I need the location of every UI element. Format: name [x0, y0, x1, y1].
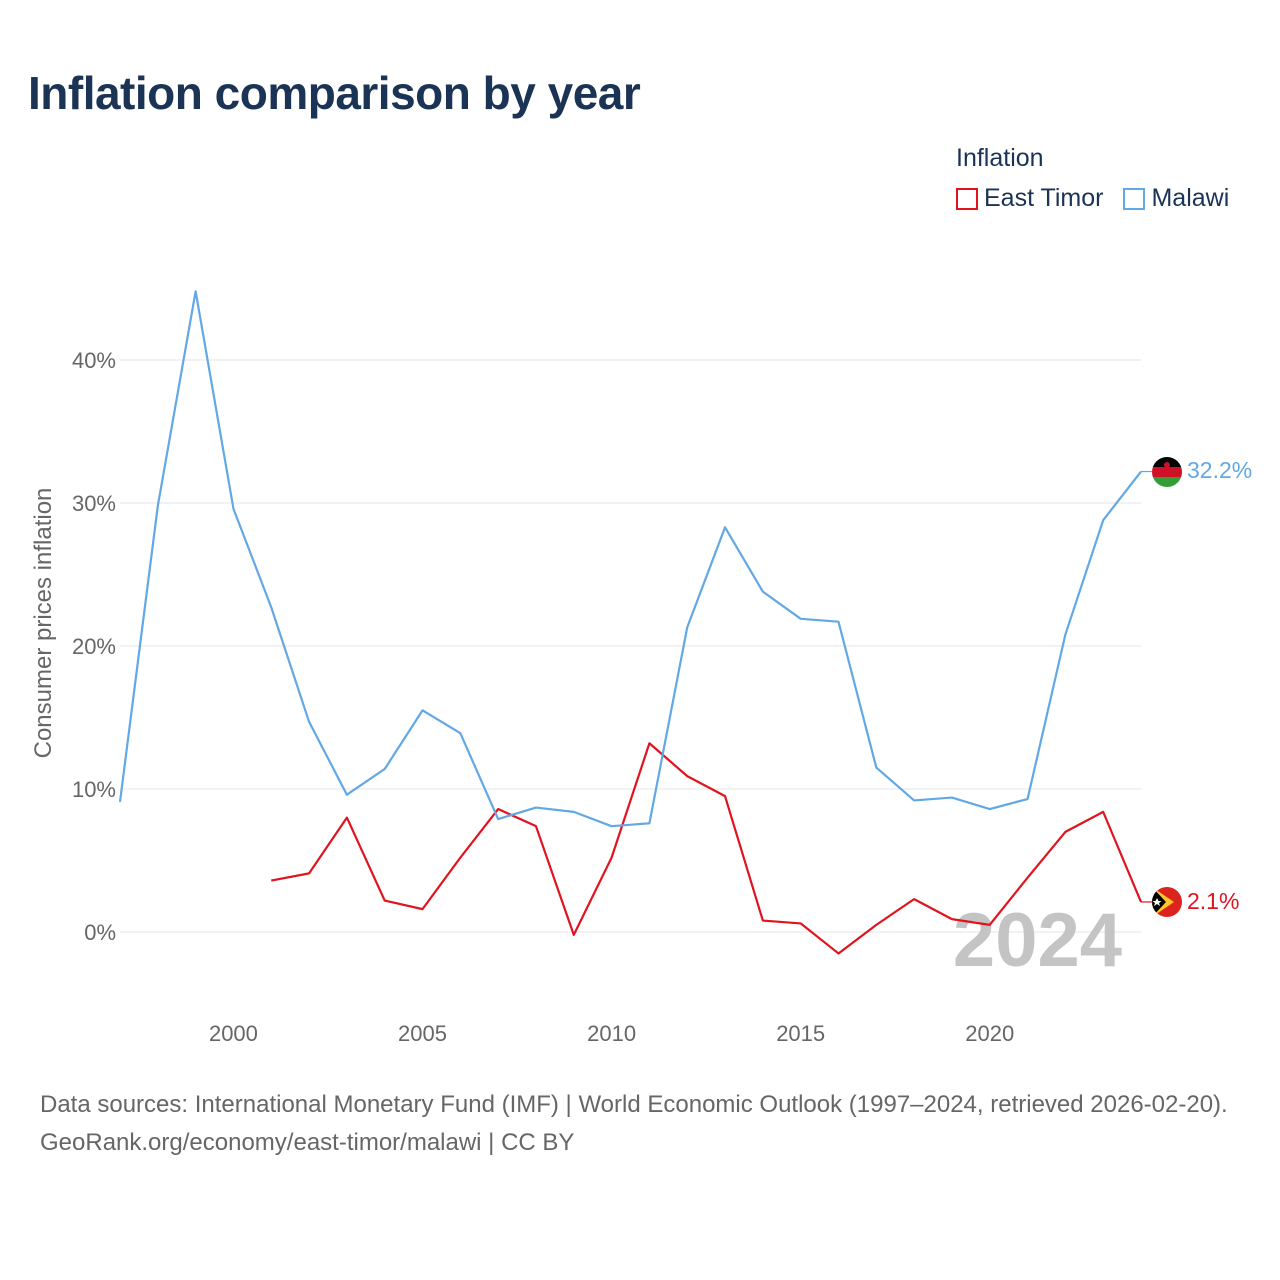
data-point-malawi[interactable] [987, 806, 993, 812]
legend: East Timor Malawi [956, 184, 1229, 213]
data-point-malawi[interactable] [722, 524, 728, 530]
x-tick-label: 2010 [587, 1021, 636, 1046]
data-point-east-timor[interactable] [306, 870, 312, 876]
x-tick-label: 2000 [209, 1021, 258, 1046]
series-line-malawi[interactable] [118, 290, 1142, 828]
data-point-malawi[interactable] [571, 809, 577, 815]
data-point-malawi[interactable] [155, 503, 161, 509]
data-point-malawi[interactable] [382, 766, 388, 772]
legend-label-malawi: Malawi [1151, 184, 1230, 212]
data-point-east-timor[interactable] [344, 815, 350, 821]
data-point-malawi[interactable] [344, 792, 350, 798]
credit-link[interactable]: GeoRank.org/economy/east-timor/malawi | … [40, 1129, 575, 1156]
y-tick-label: 10% [72, 777, 116, 802]
data-point-malawi[interactable] [457, 730, 463, 736]
data-point-malawi[interactable] [911, 797, 917, 803]
data-point-east-timor[interactable] [873, 922, 879, 928]
data-point-east-timor[interactable] [760, 918, 766, 924]
data-point-east-timor[interactable] [911, 896, 917, 902]
data-point-malawi[interactable] [1100, 517, 1106, 523]
data-point-east-timor[interactable] [609, 855, 615, 861]
data-point-malawi[interactable] [230, 506, 236, 512]
data-point-east-timor[interactable] [533, 823, 539, 829]
legend-label-east-timor: East Timor [984, 184, 1104, 212]
data-point-east-timor[interactable] [798, 920, 804, 926]
legend-swatch-malawi [1123, 187, 1146, 210]
y-tick-label: 30% [72, 491, 116, 516]
data-point-malawi[interactable] [760, 589, 766, 595]
data-point-malawi[interactable] [533, 805, 539, 811]
data-point-malawi[interactable] [306, 719, 312, 725]
line-chart: 0% 10% 20% 30% 40% 2000 2005 2010 2015 2020 Cons… [30, 288, 1252, 1046]
data-point-malawi[interactable] [835, 619, 841, 625]
end-label-east-timor: 2.1% [1187, 888, 1239, 914]
end-label-malawi: 32.2% [1187, 457, 1252, 483]
data-point-east-timor[interactable] [1025, 875, 1031, 881]
data-point-east-timor[interactable] [835, 950, 841, 956]
x-tick-label: 2020 [965, 1021, 1014, 1046]
data-point-east-timor[interactable] [420, 906, 426, 912]
data-point-malawi[interactable] [495, 816, 501, 822]
legend-item-east-timor[interactable]: East Timor [956, 184, 1103, 213]
data-point-east-timor[interactable] [722, 793, 728, 799]
data-point-east-timor[interactable] [457, 855, 463, 861]
footer: Data sources: International Monetary Fun… [40, 1086, 1250, 1162]
data-point-east-timor[interactable] [382, 898, 388, 904]
y-tick-label: 20% [72, 634, 116, 659]
data-point-east-timor[interactable] [1062, 829, 1068, 835]
data-point-malawi[interactable] [1062, 632, 1068, 638]
data-point-malawi[interactable] [420, 707, 426, 713]
chart-title: Inflation comparison by year [28, 67, 641, 119]
data-point-malawi[interactable] [1025, 796, 1031, 802]
y-tick-label: 40% [72, 348, 116, 373]
data-point-malawi[interactable] [684, 624, 690, 630]
data-point-east-timor[interactable] [268, 878, 274, 884]
legend-item-malawi[interactable]: Malawi [1123, 184, 1229, 213]
data-point-malawi[interactable] [646, 820, 652, 826]
y-axis-title: Consumer prices inflation [30, 488, 57, 759]
year-watermark: 2024 [953, 898, 1122, 983]
x-tick-label: 2005 [398, 1021, 447, 1046]
data-point-east-timor[interactable] [495, 806, 501, 812]
data-point-east-timor[interactable] [987, 922, 993, 928]
legend-title: Inflation [956, 144, 1044, 172]
y-tick-label: 0% [84, 920, 116, 945]
x-tick-label: 2015 [776, 1021, 825, 1046]
data-point-malawi[interactable] [268, 604, 274, 610]
data-point-malawi[interactable] [117, 799, 123, 805]
data-point-malawi[interactable] [798, 616, 804, 622]
data-point-east-timor[interactable] [684, 773, 690, 779]
data-point-east-timor[interactable] [646, 740, 652, 746]
data-point-malawi[interactable] [609, 823, 615, 829]
data-point-east-timor[interactable] [949, 916, 955, 922]
data-point-malawi[interactable] [193, 288, 199, 294]
malawi-flag-icon [1152, 457, 1182, 487]
data-point-east-timor[interactable] [571, 932, 577, 938]
data-point-malawi[interactable] [873, 765, 879, 771]
series-line-east-timor[interactable] [271, 742, 1143, 955]
data-sources-note: Data sources: International Monetary Fun… [40, 1091, 1228, 1118]
data-point-east-timor[interactable] [1100, 809, 1106, 815]
east-timor-flag-icon [1152, 887, 1182, 917]
legend-swatch-east-timor [956, 187, 978, 210]
data-point-malawi[interactable] [949, 795, 955, 801]
